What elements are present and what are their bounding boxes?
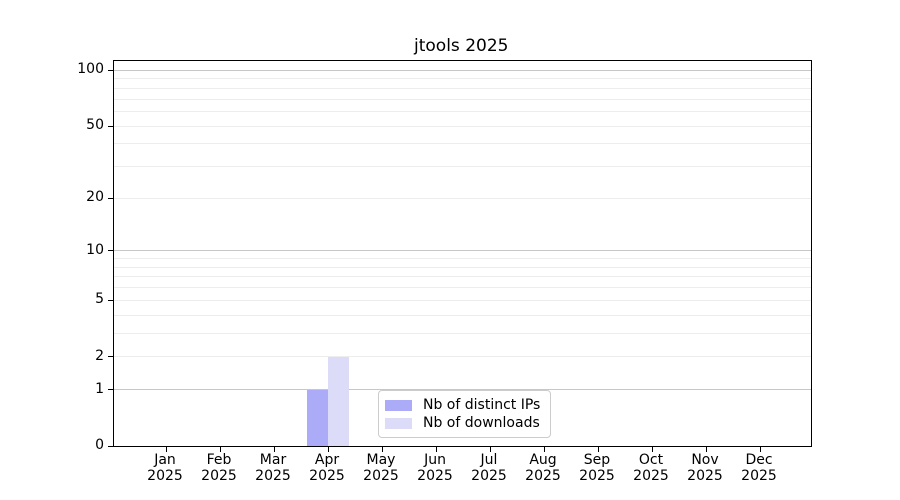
x-tick-month: Oct — [638, 452, 664, 468]
x-tick-month: Mar — [259, 452, 287, 468]
x-tick-month: Jun — [424, 452, 446, 468]
x-tick-year: 2025 — [525, 468, 561, 484]
x-tick-label: Feb 2025 — [187, 452, 251, 484]
legend: Nb of distinct IPs Nb of downloads — [378, 390, 552, 438]
x-tick-label: Oct 2025 — [619, 452, 683, 484]
minor-gridline — [113, 314, 811, 316]
x-tick — [543, 447, 545, 452]
x-tick-label: Mar 2025 — [241, 452, 305, 484]
x-tick — [651, 447, 653, 452]
legend-entry: Nb of downloads — [385, 414, 540, 432]
x-tick — [705, 447, 707, 452]
x-tick-label: Jul 2025 — [457, 452, 521, 484]
y-tick — [107, 356, 113, 358]
x-tick-year: 2025 — [741, 468, 777, 484]
minor-gridline — [113, 87, 811, 89]
x-tick-year: 2025 — [255, 468, 291, 484]
x-tick-year: 2025 — [201, 468, 237, 484]
x-tick-label: Jun 2025 — [403, 452, 467, 484]
x-tick-label: Dec 2025 — [727, 452, 791, 484]
x-tick-label: Apr 2025 — [295, 452, 359, 484]
y-tick-label: 1 — [95, 380, 104, 397]
x-tick — [381, 447, 383, 452]
legend-label: Nb of downloads — [423, 415, 540, 431]
minor-gridline — [113, 266, 811, 268]
x-tick — [435, 447, 437, 452]
bar-nb-of-distinct-ips-apr — [306, 389, 328, 446]
x-tick-label: Sep 2025 — [565, 452, 629, 484]
y-tick-label: 0 — [95, 437, 104, 453]
minor-gridline — [113, 332, 811, 334]
bar-nb-of-downloads-apr — [328, 356, 350, 446]
x-tick — [273, 447, 275, 452]
x-tick-month: Nov — [691, 452, 719, 468]
x-tick-month: May — [366, 452, 396, 468]
minor-gridline — [113, 166, 811, 168]
x-tick-month: Jul — [480, 452, 498, 468]
x-tick-month: Jan — [154, 452, 176, 468]
x-tick-label: Nov 2025 — [673, 452, 737, 484]
major-gridline — [113, 389, 811, 391]
x-tick — [597, 447, 599, 452]
y-tick-label: 20 — [86, 189, 104, 206]
y-tick-label: 2 — [95, 347, 104, 364]
minor-gridline — [113, 125, 811, 127]
x-tick-year: 2025 — [147, 468, 183, 484]
x-tick — [219, 447, 221, 452]
x-tick-year: 2025 — [687, 468, 723, 484]
x-tick-year: 2025 — [471, 468, 507, 484]
y-tick-label: 50 — [86, 117, 104, 133]
y-tick — [107, 69, 113, 71]
minor-gridline — [113, 143, 811, 145]
minor-gridline — [113, 110, 811, 112]
minor-gridline — [113, 276, 811, 278]
y-tick — [107, 125, 113, 127]
chart-title: jtools 2025 — [414, 36, 509, 56]
major-gridline — [113, 69, 811, 71]
minor-gridline — [113, 197, 811, 199]
y-tick-label: 100 — [77, 61, 104, 78]
x-tick-year: 2025 — [363, 468, 399, 484]
x-tick-label: May 2025 — [349, 452, 413, 484]
y-tick-label: 5 — [95, 291, 104, 308]
minor-gridline — [113, 98, 811, 100]
major-gridline — [113, 250, 811, 252]
legend-entry: Nb of distinct IPs — [385, 396, 540, 414]
legend-swatch-downloads — [385, 417, 412, 429]
minor-gridline — [113, 258, 811, 260]
x-tick-year: 2025 — [309, 468, 345, 484]
y-tick-label: 10 — [86, 241, 104, 258]
legend-label: Nb of distinct IPs — [423, 397, 541, 413]
y-tick — [107, 197, 113, 199]
x-tick — [165, 447, 167, 452]
y-tick — [107, 389, 113, 391]
x-tick-label: Jan 2025 — [133, 452, 197, 484]
x-tick-label: Aug 2025 — [511, 452, 575, 484]
x-tick-year: 2025 — [417, 468, 453, 484]
x-tick-month: Dec — [745, 452, 773, 468]
x-tick-month: Feb — [206, 452, 232, 468]
x-tick-year: 2025 — [633, 468, 669, 484]
minor-gridline — [113, 299, 811, 301]
x-tick-month: Sep — [583, 452, 611, 468]
x-tick-month: Aug — [529, 452, 557, 468]
y-tick — [107, 299, 113, 301]
y-tick — [107, 250, 113, 252]
x-tick-year: 2025 — [579, 468, 615, 484]
minor-gridline — [113, 287, 811, 289]
legend-swatch-distinct-ips — [385, 399, 412, 411]
x-tick — [327, 447, 329, 452]
plot-area — [107, 59, 812, 452]
minor-gridline — [113, 78, 811, 80]
y-tick — [107, 445, 113, 447]
x-tick — [759, 447, 761, 452]
minor-gridline — [113, 356, 811, 358]
x-tick-month: Apr — [314, 452, 340, 468]
x-tick — [489, 447, 491, 452]
